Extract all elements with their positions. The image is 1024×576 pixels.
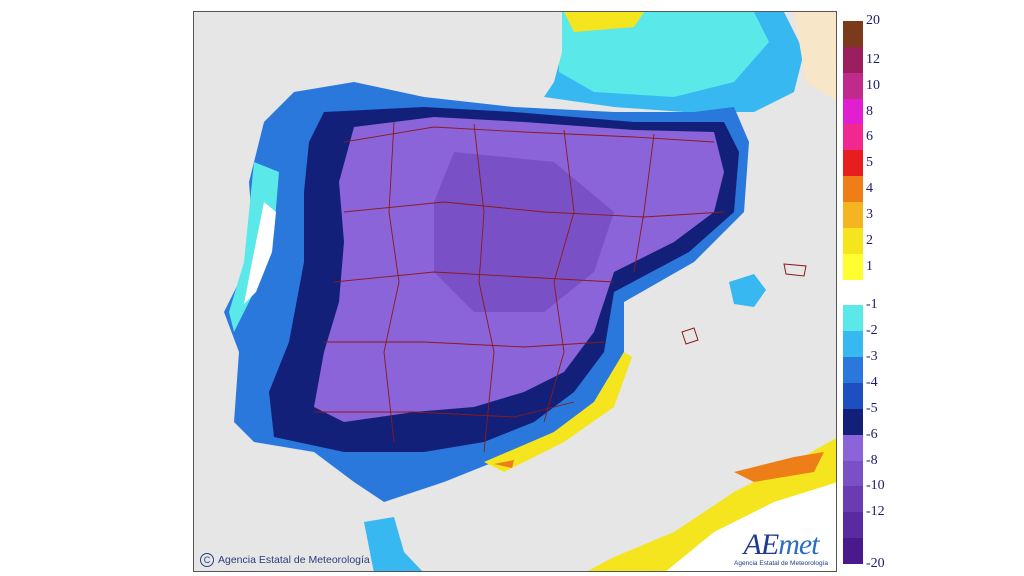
legend-swatch bbox=[843, 279, 863, 306]
legend-swatch bbox=[843, 72, 863, 100]
iberia-core bbox=[434, 152, 614, 312]
med-coast-warm bbox=[484, 352, 632, 472]
legend-swatch bbox=[843, 176, 863, 203]
province-borders bbox=[314, 121, 725, 453]
mallorca bbox=[729, 274, 766, 307]
legend-swatch bbox=[843, 383, 863, 410]
france-land bbox=[544, 12, 562, 97]
aemet-subtitle: Agencia Estatal de Meteorología bbox=[734, 560, 828, 567]
legend-swatch bbox=[843, 408, 863, 436]
legend-swatch bbox=[843, 357, 863, 384]
legend-swatch bbox=[843, 21, 863, 48]
color-legend bbox=[843, 21, 863, 565]
legend-swatch bbox=[843, 124, 863, 151]
legend-swatch bbox=[843, 98, 863, 125]
copyright-icon: C bbox=[200, 553, 214, 567]
legend-label: -5 bbox=[866, 400, 878, 416]
legend-label: 12 bbox=[866, 51, 880, 67]
temperature-anomaly-map: C Agencia Estatal de Meteorología AEmet A… bbox=[193, 11, 837, 572]
legend-label: 4 bbox=[866, 181, 873, 197]
legend-label: -6 bbox=[866, 426, 878, 442]
legend-swatch bbox=[843, 46, 863, 74]
legend-label: 6 bbox=[866, 129, 873, 145]
legend-label: 1 bbox=[866, 258, 873, 274]
legend-swatch bbox=[843, 434, 863, 462]
legend-swatch bbox=[843, 538, 863, 565]
legend-label: 3 bbox=[866, 206, 873, 222]
legend-label: 5 bbox=[866, 155, 873, 171]
menorca bbox=[783, 263, 807, 277]
aemet-wordmark: AEmet bbox=[743, 528, 820, 561]
legend-label: -3 bbox=[866, 349, 878, 365]
legend-label: -2 bbox=[866, 323, 878, 339]
legend-swatch bbox=[843, 202, 863, 229]
med-coast-orange bbox=[494, 460, 514, 468]
sea-biscay-warm bbox=[564, 12, 644, 32]
france-east-land bbox=[794, 12, 836, 101]
ibiza bbox=[681, 327, 699, 345]
legend-swatch bbox=[843, 227, 863, 255]
legend-label: 2 bbox=[866, 232, 873, 248]
aemet-logo: AEmet Agencia Estatal de Meteorología bbox=[734, 528, 828, 568]
legend-label: -12 bbox=[866, 504, 885, 520]
map-canvas bbox=[224, 12, 836, 571]
legend-label: 8 bbox=[866, 103, 873, 119]
legend-label: 20 bbox=[866, 13, 880, 28]
legend-swatch bbox=[843, 331, 863, 358]
legend-label: -1 bbox=[866, 297, 878, 313]
legend-swatch bbox=[843, 150, 863, 177]
copyright-notice: C Agencia Estatal de Meteorología bbox=[200, 553, 370, 567]
sea-biscay-light bbox=[559, 12, 769, 97]
legend-swatch bbox=[843, 512, 863, 539]
north-africa-coast bbox=[364, 517, 423, 571]
legend-swatch bbox=[843, 460, 863, 487]
legend-label: -8 bbox=[866, 452, 878, 468]
iberia-coast-white bbox=[244, 202, 276, 304]
legend-label: -20 bbox=[866, 556, 885, 571]
legend-swatch bbox=[843, 486, 863, 513]
legend-swatch bbox=[843, 253, 863, 281]
legend-label: -10 bbox=[866, 478, 885, 494]
legend-swatch bbox=[843, 305, 863, 332]
north-africa-white bbox=[666, 482, 836, 571]
north-africa-orange bbox=[734, 452, 824, 482]
legend-labels: 20 12 10 8 6 5 4 3 2 1 -1 -2 -3 -4 -5 -6 -8 -10 -12 -20 bbox=[866, 0, 906, 576]
legend-label: 10 bbox=[866, 77, 880, 93]
legend-label: -4 bbox=[866, 375, 878, 390]
